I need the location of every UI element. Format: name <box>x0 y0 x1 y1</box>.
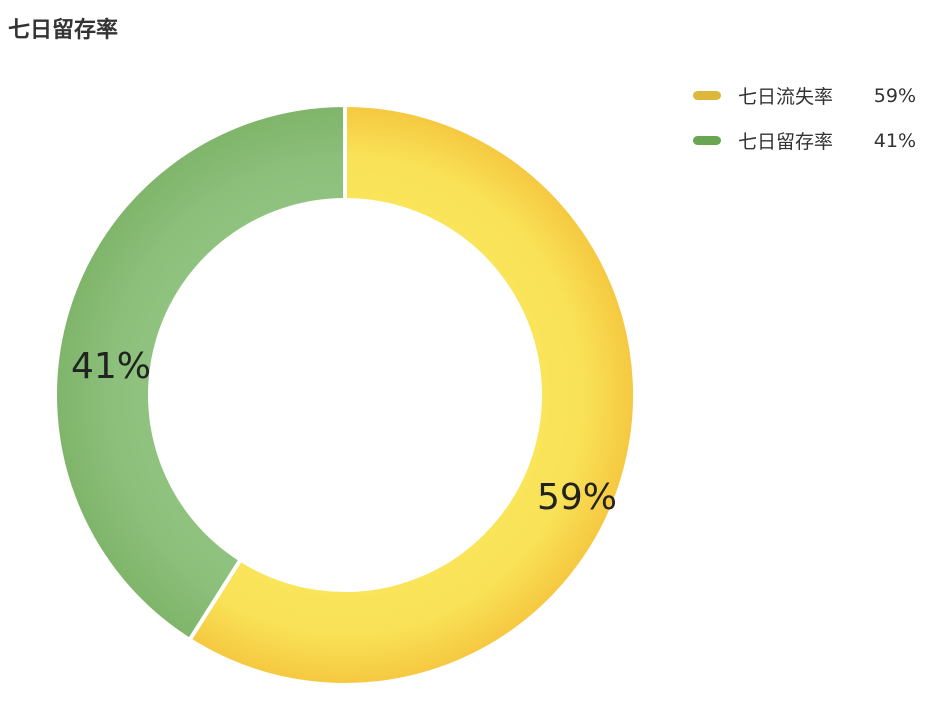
legend-marker <box>693 136 721 145</box>
legend-percent: 41% <box>873 129 916 152</box>
slice-label: 59% <box>537 477 617 518</box>
legend-item-churn[interactable]: 七日流失率 59% <box>693 82 916 109</box>
donut-slice[interactable] <box>187 103 637 687</box>
legend-label: 七日留存率 <box>738 131 834 153</box>
donut-slice[interactable] <box>53 103 347 642</box>
chart-title: 七日留存率 <box>8 18 119 43</box>
legend-item-retention[interactable]: 七日留存率 41% <box>693 127 916 154</box>
legend-percent: 59% <box>873 84 916 107</box>
legend-marker <box>693 91 721 100</box>
legend-label: 七日流失率 <box>738 86 834 108</box>
slice-label: 41% <box>71 346 151 387</box>
